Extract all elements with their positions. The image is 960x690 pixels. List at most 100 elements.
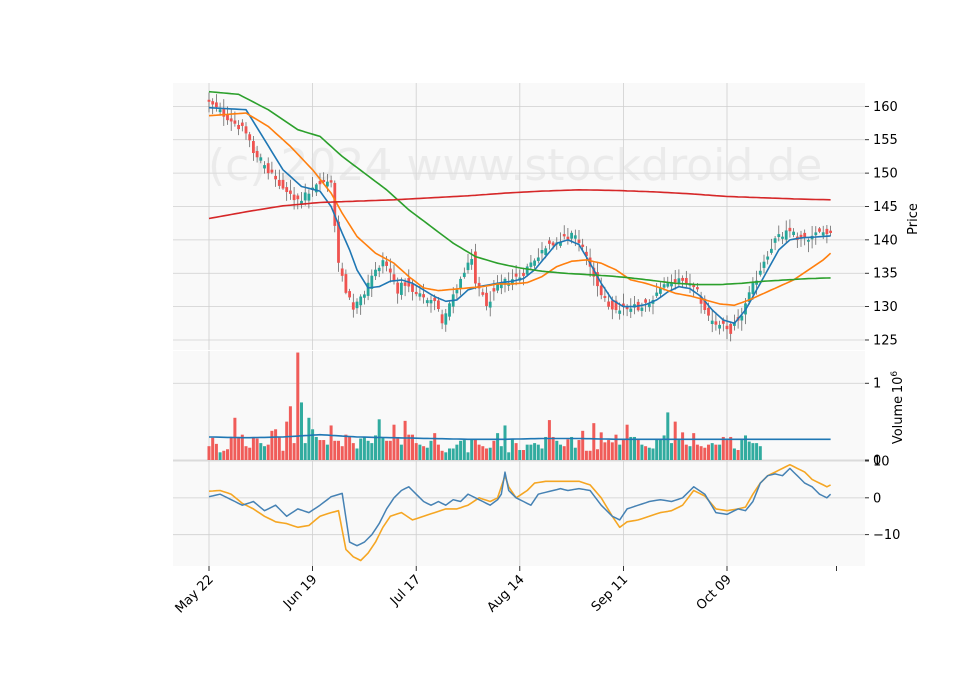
candle-body-3 [218, 109, 222, 113]
volume-bar-149 [758, 446, 762, 460]
volume-bar-44 [370, 443, 374, 460]
volume-bar-126 [673, 421, 677, 460]
candle-body-124 [666, 283, 670, 287]
volume-bar-97 [566, 439, 570, 460]
volume-bar-48 [385, 440, 389, 460]
volume-bar-118 [644, 446, 648, 460]
candle-body-89 [536, 257, 540, 262]
candle-body-150 [762, 261, 766, 268]
volume-bar-80 [503, 425, 507, 460]
candle-body-101 [581, 244, 585, 247]
candle-body-157 [788, 227, 792, 232]
candle-body-5 [226, 114, 229, 121]
volume-bar-90 [540, 448, 544, 460]
ytick-label-vol-0: 0 [873, 454, 881, 469]
volume-bar-52 [399, 444, 403, 460]
volume-bar-4 [222, 450, 226, 460]
candle-body-136 [710, 320, 714, 325]
candle-body-53 [403, 282, 407, 286]
ytick-label-price-140: 140 [873, 233, 898, 248]
xtick-label-1: Jun 19 [280, 572, 320, 612]
candle-body-46 [377, 267, 381, 272]
volume-bar-11 [248, 447, 252, 460]
candle-body-70 [466, 262, 470, 271]
candle-body-93 [551, 242, 555, 246]
volume-bar-56 [414, 443, 418, 460]
candle-body-36 [340, 268, 344, 276]
candle-body-52 [400, 282, 403, 295]
volume-bar-23 [292, 443, 296, 460]
volume-bar-134 [703, 447, 707, 460]
candle-body-96 [562, 234, 566, 237]
candle-body-129 [684, 277, 688, 284]
panel-price [173, 83, 865, 350]
volume-bar-129 [684, 444, 688, 460]
candle-body-16 [266, 163, 270, 174]
volume-bar-93 [551, 436, 555, 460]
candle-body-1 [211, 101, 215, 105]
candle-body-127 [677, 278, 681, 284]
candle-body-131 [692, 283, 696, 288]
candle-body-73 [477, 282, 481, 289]
volume-bar-12 [251, 436, 255, 460]
candle-body-108 [607, 301, 610, 307]
candle-body-110 [614, 300, 618, 311]
candle-body-140 [725, 325, 729, 330]
candle-body-45 [374, 269, 377, 277]
volume-bar-84 [518, 450, 522, 460]
candle-body-48 [385, 261, 388, 266]
candle-body-18 [274, 175, 277, 180]
volume-bar-76 [488, 447, 492, 460]
volume-bar-74 [481, 446, 485, 460]
candle-body-139 [721, 320, 725, 324]
volume-bar-122 [658, 439, 662, 460]
ytick-label-price-135: 135 [873, 267, 898, 282]
candle-body-20 [281, 179, 285, 189]
volume-bar-86 [525, 444, 529, 460]
volume-bar-89 [536, 444, 540, 460]
volume-bar-96 [562, 446, 566, 460]
candle-body-30 [318, 180, 322, 185]
volume-bar-103 [588, 450, 592, 460]
volume-bar-3 [218, 452, 222, 460]
candle-body-7 [233, 120, 237, 124]
candle-body-160 [799, 234, 803, 239]
volume-bar-53 [403, 420, 407, 460]
volume-bar-49 [388, 440, 392, 460]
candle-body-78 [496, 282, 499, 291]
candle-body-31 [322, 179, 326, 183]
volume-bar-38 [348, 436, 352, 460]
candle-body-144 [740, 315, 744, 321]
volume-bar-47 [381, 436, 385, 460]
macd-signal-line [208, 463, 831, 562]
volume-bar-101 [581, 430, 585, 460]
candle-body-119 [647, 303, 651, 308]
watermark: (c) 2024 www.stockdroid.de [208, 140, 822, 191]
candle-body-23 [292, 194, 296, 201]
volume-bar-148 [755, 443, 759, 460]
candle-body-42 [363, 294, 366, 298]
volume-bar-0 [207, 446, 211, 460]
volume-bar-62 [436, 444, 440, 460]
volume-bar-14 [259, 443, 263, 460]
candle-body-21 [285, 187, 289, 193]
volume-bar-127 [677, 440, 681, 460]
volume-bar-81 [507, 452, 511, 460]
candle-body-44 [370, 275, 374, 289]
candle-body-50 [392, 274, 396, 281]
candle-body-32 [326, 181, 329, 187]
candle-body-49 [388, 268, 392, 273]
volume-bar-112 [621, 440, 625, 460]
ytick-label-price-160: 160 [873, 100, 898, 115]
candle-body-60 [429, 300, 433, 304]
volume-bar-13 [255, 438, 259, 460]
candle-body-19 [277, 179, 281, 186]
volume-bar-1 [211, 437, 215, 460]
candle-body-67 [455, 289, 459, 294]
volume-bar-17 [270, 430, 274, 460]
candle-body-76 [488, 301, 492, 308]
candle-body-154 [777, 234, 781, 238]
candle-body-22 [289, 190, 292, 194]
volume-bar-73 [477, 444, 481, 460]
candle-body-102 [585, 251, 588, 257]
